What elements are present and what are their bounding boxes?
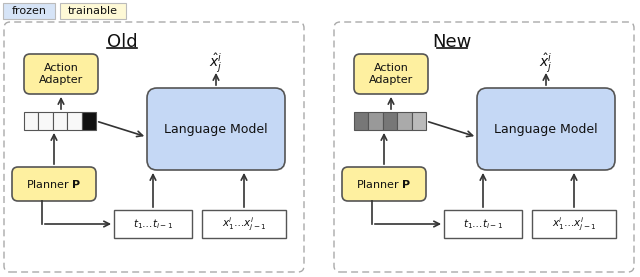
Text: trainable: trainable — [68, 6, 118, 16]
FancyBboxPatch shape — [477, 88, 615, 170]
FancyBboxPatch shape — [12, 167, 96, 201]
Text: Planner $\mathbf{P}$: Planner $\mathbf{P}$ — [356, 178, 412, 190]
Bar — [60, 3, 126, 19]
Bar — [369, 112, 383, 130]
Text: $\hat{x}_j^i$: $\hat{x}_j^i$ — [540, 51, 553, 75]
Text: $t_1 \ldots t_{i-1}$: $t_1 \ldots t_{i-1}$ — [463, 217, 503, 231]
Bar — [52, 112, 67, 130]
FancyBboxPatch shape — [342, 167, 426, 201]
Text: Action
Adapter: Action Adapter — [39, 63, 83, 85]
FancyBboxPatch shape — [354, 54, 428, 94]
Bar — [397, 112, 412, 130]
Text: Language Model: Language Model — [164, 122, 268, 135]
Bar — [38, 112, 52, 130]
Bar — [532, 210, 616, 238]
Bar — [67, 112, 82, 130]
Text: frozen: frozen — [12, 6, 47, 16]
Bar — [354, 112, 369, 130]
Bar — [202, 210, 286, 238]
Text: $x_1^i \ldots x_{j-1}^i$: $x_1^i \ldots x_{j-1}^i$ — [221, 215, 266, 233]
FancyBboxPatch shape — [334, 22, 634, 272]
Bar — [24, 112, 38, 130]
Bar — [3, 3, 55, 19]
Text: $t_1 \ldots t_{i-1}$: $t_1 \ldots t_{i-1}$ — [133, 217, 173, 231]
Text: Planner $\mathbf{P}$: Planner $\mathbf{P}$ — [26, 178, 82, 190]
Text: $\hat{x}_j^i$: $\hat{x}_j^i$ — [209, 51, 223, 75]
Bar — [412, 112, 426, 130]
Text: Old: Old — [107, 33, 138, 51]
Bar — [444, 210, 522, 238]
FancyBboxPatch shape — [147, 88, 285, 170]
Bar — [82, 112, 96, 130]
FancyBboxPatch shape — [24, 54, 98, 94]
Text: Language Model: Language Model — [494, 122, 598, 135]
Bar — [383, 112, 397, 130]
Bar — [114, 210, 192, 238]
Text: $x_1^i \ldots x_{j-1}^i$: $x_1^i \ldots x_{j-1}^i$ — [552, 215, 596, 233]
Text: New: New — [432, 33, 472, 51]
FancyBboxPatch shape — [4, 22, 304, 272]
Text: Action
Adapter: Action Adapter — [369, 63, 413, 85]
